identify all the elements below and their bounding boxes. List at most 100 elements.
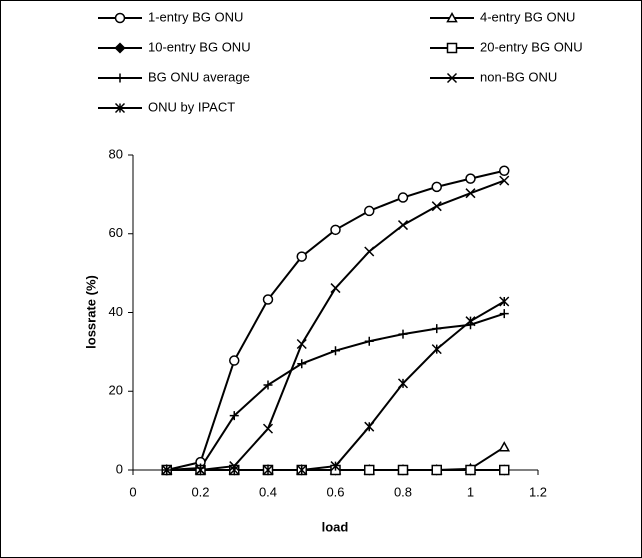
- data-point-part: [364, 464, 375, 476]
- data-point-part: [431, 201, 442, 212]
- x-tick-label: 0.2: [191, 484, 209, 499]
- legend-marker: [114, 42, 126, 54]
- data-point: [397, 220, 409, 231]
- data-point-part: [431, 464, 442, 476]
- data-point: [499, 175, 510, 186]
- data-point: [431, 464, 442, 476]
- data-point-part: [262, 464, 274, 476]
- data-point: [296, 251, 307, 262]
- data-point: [465, 464, 476, 476]
- x-axis-title: load: [322, 519, 349, 534]
- data-point-part: [431, 181, 442, 193]
- y-tick-label: 0: [116, 461, 123, 476]
- data-point-part: [398, 329, 408, 339]
- x-tick-label: 0.4: [259, 484, 277, 499]
- data-point-part: [431, 344, 442, 355]
- legend-label: 10-entry BG ONU: [148, 39, 251, 54]
- y-tick-label: 60: [109, 225, 123, 240]
- x-tick-label: 0.6: [326, 484, 344, 499]
- data-point: [397, 464, 409, 476]
- legend-marker-part: [446, 42, 458, 54]
- data-point-part: [229, 411, 239, 421]
- legend-marker-part: [114, 12, 126, 24]
- legend-label: 20-entry BG ONU: [480, 39, 583, 54]
- data-point: [330, 224, 341, 236]
- data-point-part: [498, 441, 511, 452]
- data-point: [499, 165, 510, 176]
- data-point: [330, 461, 341, 472]
- legend-label: non-BG ONU: [480, 69, 557, 84]
- data-point-part: [297, 359, 307, 369]
- data-point-part: [364, 246, 375, 257]
- data-point-part: [296, 464, 307, 476]
- data-point: [499, 296, 510, 307]
- x-tick-label: 0.8: [394, 484, 412, 499]
- data-point-part: [229, 464, 240, 476]
- data-point-part: [330, 461, 341, 472]
- y-tick-label: 40: [109, 304, 123, 319]
- data-point-part: [330, 224, 341, 236]
- x-tick-label: 1.2: [529, 484, 547, 499]
- legend-label: 4-entry BG ONU: [480, 9, 575, 24]
- data-point: [229, 355, 240, 366]
- data-point-part: [465, 316, 476, 327]
- data-point: [431, 344, 442, 355]
- data-point-part: [432, 324, 442, 334]
- data-point-part: [262, 423, 274, 434]
- data-point: [297, 359, 307, 369]
- data-point: [330, 283, 341, 294]
- data-point: [296, 338, 307, 350]
- data-point: [364, 336, 374, 346]
- data-point: [229, 464, 240, 476]
- data-point: [364, 421, 375, 432]
- legend-marker-part: [115, 73, 125, 83]
- data-point-part: [161, 464, 172, 476]
- legend-marker: [446, 42, 458, 54]
- data-point-part: [465, 173, 476, 184]
- data-point: [431, 201, 442, 212]
- data-point: [262, 464, 274, 476]
- data-point: [465, 316, 476, 327]
- x-tick-label: 1: [467, 484, 474, 499]
- data-point-part: [397, 192, 409, 203]
- data-point: [465, 173, 476, 184]
- y-axis-title: lossrate (%): [83, 275, 98, 349]
- data-point-part: [364, 205, 375, 217]
- data-point-part: [296, 251, 307, 262]
- legend-marker-part: [446, 11, 458, 23]
- data-point: [296, 464, 307, 476]
- data-point-part: [364, 336, 374, 346]
- data-point: [364, 464, 375, 476]
- legend-marker: [114, 102, 126, 114]
- data-point-part: [397, 464, 409, 476]
- data-point-part: [296, 338, 307, 350]
- data-point: [229, 411, 239, 421]
- data-point-part: [364, 421, 375, 432]
- data-point: [465, 188, 476, 199]
- data-point: [263, 380, 273, 390]
- data-point-part: [499, 464, 510, 476]
- data-point-part: [330, 283, 341, 294]
- data-point-part: [499, 175, 510, 186]
- x-tick-label: 0: [129, 484, 136, 499]
- data-point: [331, 346, 340, 356]
- data-point: [161, 464, 172, 476]
- data-point-part: [465, 188, 476, 199]
- y-tick-label: 20: [109, 383, 123, 398]
- legend-marker: [446, 72, 458, 84]
- legend-label: ONU by IPACT: [148, 99, 235, 114]
- legend-marker-part: [114, 102, 126, 114]
- data-point-part: [397, 220, 409, 231]
- data-point-part: [499, 296, 510, 307]
- data-point: [195, 464, 206, 476]
- data-point-part: [195, 464, 206, 476]
- legend-marker: [114, 12, 126, 24]
- data-point: [432, 324, 442, 334]
- data-point-part: [499, 165, 510, 176]
- data-point-part: [263, 380, 273, 390]
- data-point: [262, 294, 274, 305]
- legend-label: 1-entry BG ONU: [148, 9, 243, 24]
- data-point-part: [499, 309, 509, 319]
